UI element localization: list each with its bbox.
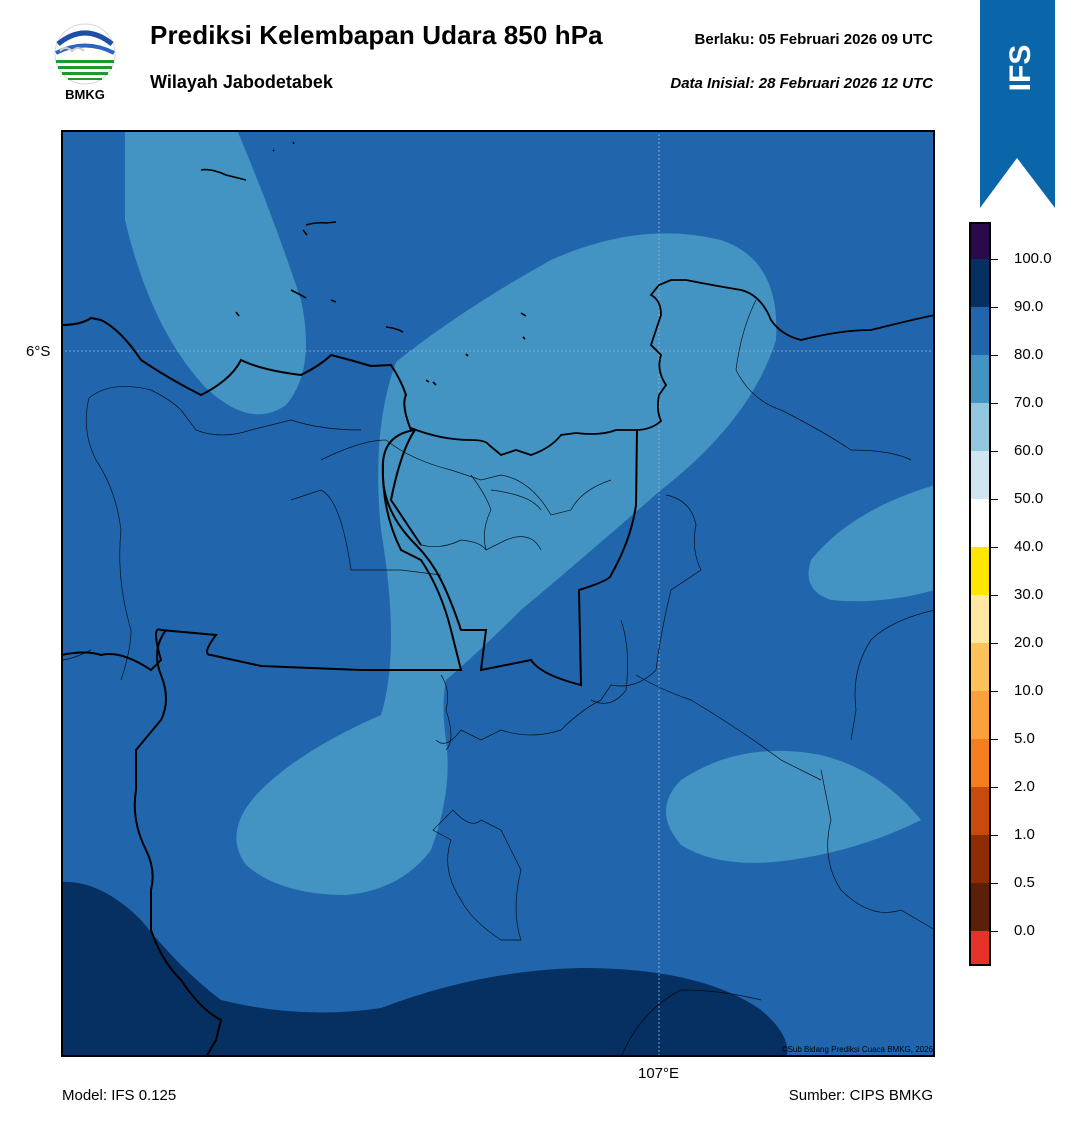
map-copyright: ©Sub Bidang Prediksi Cuaca BMKG, 2026 [782,1045,934,1054]
colorbar-seg-90-100 [971,259,989,307]
bmkg-logo: BMKG [52,20,118,102]
colorbar-seg-5-10 [971,691,989,739]
colorbar-seg-1-2 [971,787,989,835]
colorbar-seg-100-plus [971,224,989,259]
colorbar-label: 1.0 [1014,826,1035,843]
colorbar-seg-40-50 [971,499,989,547]
colorbar-label: 40.0 [1014,538,1044,555]
init-time: Data Inisial: 28 Februari 2026 12 UTC [670,75,933,92]
colorbar-seg-0-05 [971,883,989,931]
lon-label: 107°E [638,1065,680,1082]
colorbar-tick [991,451,998,452]
humidity-band-70-80-southeast [666,750,921,863]
colorbar-tick [991,835,998,836]
colorbar-label: 100.0 [1014,250,1052,267]
district-boundaries [61,299,935,1057]
north-coastline [410,279,935,457]
humidity-band-70-80-northwest [125,130,306,415]
colorbar-seg-05-1 [971,835,989,883]
colorbar-label: 70.0 [1014,394,1044,411]
colorbar-label: 20.0 [1014,634,1044,651]
colorbar-tick [991,355,998,356]
colorbar-label: 50.0 [1014,490,1044,507]
colorbar-seg-50-60 [971,451,989,499]
colorbar-tick [991,403,998,404]
model-badge: IFS [1004,45,1037,92]
source-info: Sumber: CIPS BMKG [788,1087,933,1104]
region-subtitle: Wilayah Jabodetabek [150,72,333,92]
colorbar-label: 2.0 [1014,778,1035,795]
humidity-map: ©Sub Bidang Prediksi Cuaca BMKG, 2026 [61,130,935,1057]
humidity-band-70-80-east [808,485,935,602]
colorbar-tick [991,643,998,644]
colorbar-label: 0.5 [1014,874,1035,891]
colorbar-tick [991,883,998,884]
colorbar-tick [991,499,998,500]
colorbar-label: 90.0 [1014,298,1044,315]
humidity-band-70-80-central [236,233,777,896]
logo-text: BMKG [65,87,105,102]
colorbar-seg-2-5 [971,739,989,787]
colorbar-tick [991,595,998,596]
thousand-islands [200,141,527,386]
colorbar-label: 10.0 [1014,682,1044,699]
colorbar-seg-60-70 [971,403,989,451]
colorbar-tick [991,259,998,260]
colorbar-seg-10-20 [971,643,989,691]
lat-label: 6°S [26,343,51,360]
colorbar-tick [991,547,998,548]
colorbar-label: 80.0 [1014,346,1044,363]
colorbar-tick [991,787,998,788]
colorbar-tick [991,739,998,740]
colorbar-seg-below-0 [971,931,989,964]
colorbar-tick [991,307,998,308]
colorbar [969,222,991,966]
colorbar-label: 0.0 [1014,922,1035,939]
colorbar-seg-70-80 [971,355,989,403]
province-boundaries [61,316,638,1057]
humidity-band-90-100-south [61,881,788,1057]
colorbar-label: 60.0 [1014,442,1044,459]
colorbar-tick [991,691,998,692]
valid-time: Berlaku: 05 Februari 2026 09 UTC [694,31,933,48]
model-ribbon: IFS [980,0,1055,208]
colorbar-seg-20-30 [971,595,989,643]
page-title: Prediksi Kelembapan Udara 850 hPa [150,20,603,50]
colorbar-label: 5.0 [1014,730,1035,747]
model-info: Model: IFS 0.125 [62,1087,177,1104]
colorbar-seg-30-40 [971,547,989,595]
colorbar-tick [991,931,998,932]
colorbar-label: 30.0 [1014,586,1044,603]
colorbar-seg-80-90 [971,307,989,355]
